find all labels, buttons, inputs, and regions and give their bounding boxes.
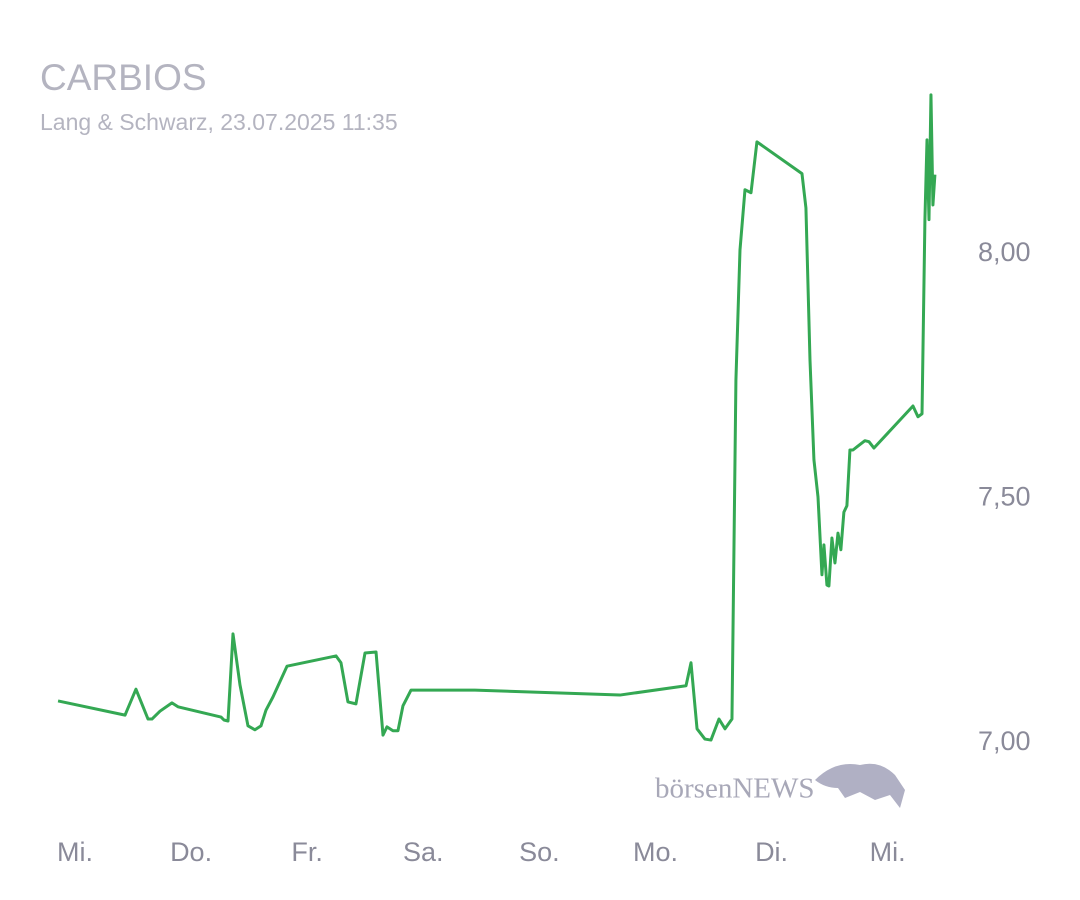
y-tick-label: 8,00: [978, 237, 1031, 267]
x-tick-label: Mi.: [870, 837, 906, 867]
chart-subtitle: Lang & Schwarz, 23.07.2025 11:35: [40, 109, 398, 135]
bull-logo: [815, 763, 905, 808]
watermark: börsenNEWS: [655, 773, 814, 805]
x-tick-label: Di.: [755, 837, 788, 867]
y-tick-label: 7,00: [978, 726, 1031, 756]
x-tick-label: Fr.: [291, 837, 323, 867]
price-line: [57, 93, 937, 742]
chart-title: CARBIOS: [40, 57, 207, 98]
x-tick-label: Sa.: [403, 837, 444, 867]
x-tick-label: Mi.: [57, 837, 93, 867]
x-tick-label: Do.: [170, 837, 212, 867]
y-tick-label: 7,50: [978, 482, 1031, 512]
x-tick-label: So.: [519, 837, 560, 867]
x-tick-label: Mo.: [633, 837, 678, 867]
